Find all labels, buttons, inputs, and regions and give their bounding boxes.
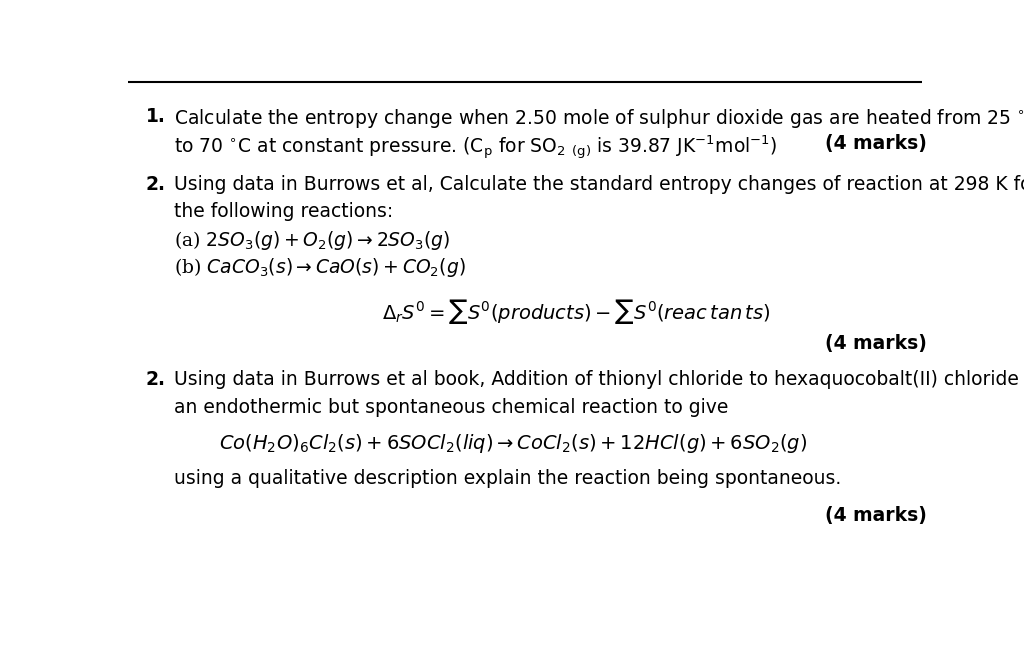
Text: 2.: 2. [145,370,166,389]
Text: Using data in Burrows et al, Calculate the standard entropy changes of reaction : Using data in Burrows et al, Calculate t… [174,175,1024,194]
Text: (4 marks): (4 marks) [824,506,927,525]
Text: 1.: 1. [145,108,165,126]
Text: 2.: 2. [145,175,166,194]
Text: Using data in Burrows et al book, Addition of thionyl chloride to hexaquocobalt(: Using data in Burrows et al book, Additi… [174,370,1024,389]
Text: using a qualitative description explain the reaction being spontaneous.: using a qualitative description explain … [174,469,842,488]
Text: (4 marks): (4 marks) [824,334,927,353]
Text: Calculate the entropy change when 2.50 mole of sulphur dioxide gas are heated fr: Calculate the entropy change when 2.50 m… [174,108,1024,130]
Text: (b) $CaCO_3(s) \rightarrow CaO(s) + CO_2(g)$: (b) $CaCO_3(s) \rightarrow CaO(s) + CO_2… [174,256,466,279]
Text: $Co(H_2O)_6Cl_2(s) + 6SOCl_2(liq) \rightarrow CoCl_2(s) + 12HCl(g) + 6SO_2(g)$: $Co(H_2O)_6Cl_2(s) + 6SOCl_2(liq) \right… [219,432,808,455]
Text: (a) $2SO_3(g) + O_2(g) \rightarrow 2SO_3(g)$: (a) $2SO_3(g) + O_2(g) \rightarrow 2SO_3… [174,229,451,252]
Text: $\Delta_r S^{0} = \sum S^{0}(\mathit{products}) - \sum S^{0}(\mathit{reac\,tan\,: $\Delta_r S^{0} = \sum S^{0}(\mathit{pro… [382,297,771,325]
Text: (4 marks): (4 marks) [824,134,927,153]
Text: the following reactions:: the following reactions: [174,201,393,221]
Text: to 70 $^{\circ}$C at constant pressure. (C$_{\rm p}$ for SO$_{2}$ $_{\rm (g)}$ i: to 70 $^{\circ}$C at constant pressure. … [174,134,777,162]
Text: an endothermic but spontaneous chemical reaction to give: an endothermic but spontaneous chemical … [174,398,728,417]
